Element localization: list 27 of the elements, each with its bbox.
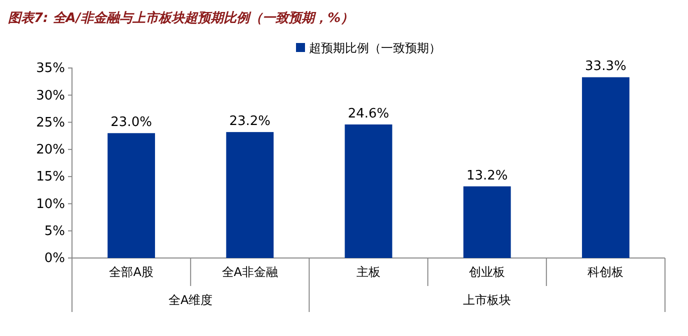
x-tick-label: 科创板: [588, 265, 624, 279]
x-tick-label: 创业板: [469, 265, 506, 279]
x-tick-label: 主板: [356, 265, 380, 279]
data-label: 23.0%: [110, 115, 152, 130]
text: 全A维度: [168, 293, 213, 307]
legend-label: 超预期比例（一致预期）: [309, 41, 441, 55]
bar: [582, 77, 630, 258]
x-tick-label: 全A非金融: [222, 265, 278, 279]
y-tick-label: 25%: [36, 115, 65, 130]
bar: [108, 133, 156, 258]
y-tick-label: 20%: [36, 142, 65, 158]
bar: [463, 186, 511, 258]
y-tick-label: 10%: [36, 196, 65, 212]
bar: [344, 124, 392, 258]
y-tick-label: 5%: [44, 224, 65, 240]
y-tick-label: 35%: [36, 61, 65, 76]
bar: [226, 132, 274, 258]
data-label: 23.2%: [229, 114, 271, 130]
y-tick-label: 15%: [36, 170, 65, 185]
data-label: 33.3%: [585, 59, 626, 74]
chart-title: 图表7: 全A/非金融与上市板块超预期比例（一致预期，%）: [8, 10, 354, 26]
y-tick-label: 0%: [44, 251, 65, 266]
x-tick-label: 全部A股: [109, 265, 154, 279]
data-label: 13.2%: [466, 168, 508, 184]
y-tick-label: 30%: [36, 88, 65, 104]
text: 上市板块: [463, 293, 512, 307]
data-label: 24.6%: [348, 106, 390, 122]
